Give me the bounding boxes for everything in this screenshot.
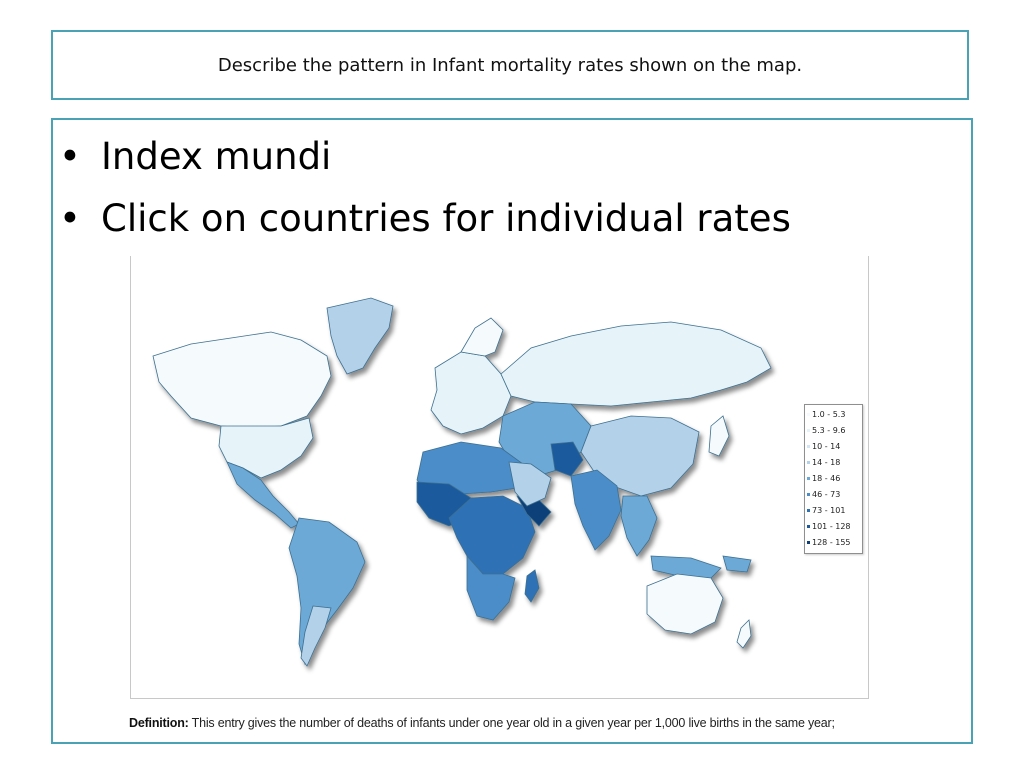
india-region[interactable] <box>570 469 622 551</box>
legend-swatch <box>807 493 810 496</box>
legend-item: 101 - 128 <box>807 519 862 535</box>
definition-label: Definition: <box>129 716 189 730</box>
definition-caption: Definition: This entry gives the number … <box>129 716 835 730</box>
legend-swatch <box>807 413 810 416</box>
madagascar-region[interactable] <box>524 569 540 603</box>
new-zealand-region[interactable] <box>736 619 752 649</box>
legend-label: 18 - 46 <box>812 474 841 483</box>
bullet-dot-icon: • <box>59 135 81 178</box>
legend-label: 46 - 73 <box>812 490 841 499</box>
scandinavia-region[interactable] <box>460 317 504 357</box>
legend-swatch <box>807 477 810 480</box>
title-box: Describe the pattern in Infant mortality… <box>51 30 969 100</box>
legend-label: 10 - 14 <box>812 442 841 451</box>
usa-region[interactable] <box>218 417 314 479</box>
legend-item: 46 - 73 <box>807 487 862 503</box>
southeast-asia-region[interactable] <box>620 495 658 557</box>
europe-region[interactable] <box>430 351 512 435</box>
legend-swatch <box>807 445 810 448</box>
central-africa-region[interactable] <box>448 495 536 575</box>
legend-swatch <box>807 541 810 544</box>
legend-swatch <box>807 429 810 432</box>
legend-item: 10 - 14 <box>807 439 862 455</box>
bullet-text: Click on countries for individual rates <box>101 197 791 240</box>
bullet-dot-icon: • <box>59 197 81 240</box>
slide-title: Describe the pattern in Infant mortality… <box>217 54 803 76</box>
map-legend: 1.0 - 5.3 5.3 - 9.6 10 - 14 14 - 18 18 -… <box>804 404 863 554</box>
russia-region[interactable] <box>500 321 772 407</box>
arabia-region[interactable] <box>508 461 552 507</box>
canada-region[interactable] <box>152 331 332 429</box>
southern-cone-region[interactable] <box>300 605 332 667</box>
world-map-graphic[interactable] <box>131 256 868 698</box>
bullet-text: Index mundi <box>101 135 332 178</box>
content-box: • Index mundi • Click on countries for ind… <box>51 118 973 744</box>
world-map[interactable]: 1.0 - 5.3 5.3 - 9.6 10 - 14 14 - 18 18 -… <box>130 256 869 699</box>
japan-region[interactable] <box>708 415 730 457</box>
legend-swatch <box>807 509 810 512</box>
southern-africa-region[interactable] <box>466 554 516 621</box>
legend-label: 128 - 155 <box>812 538 851 547</box>
australia-region[interactable] <box>646 573 724 635</box>
legend-label: 73 - 101 <box>812 506 846 515</box>
legend-item: 5.3 - 9.6 <box>807 423 862 439</box>
legend-item: 1.0 - 5.3 <box>807 407 862 423</box>
legend-label: 101 - 128 <box>812 522 851 531</box>
legend-item: 73 - 101 <box>807 503 862 519</box>
legend-item: 128 - 155 <box>807 535 862 551</box>
bullet-list: • Index mundi • Click on countries for ind… <box>53 130 791 254</box>
greenland-region[interactable] <box>326 297 394 375</box>
south-america-region[interactable] <box>288 517 366 666</box>
legend-label: 14 - 18 <box>812 458 841 467</box>
bullet-item: • Index mundi <box>53 130 791 192</box>
legend-item: 14 - 18 <box>807 455 862 471</box>
legend-swatch <box>807 525 810 528</box>
legend-swatch <box>807 461 810 464</box>
legend-label: 1.0 - 5.3 <box>812 410 846 419</box>
china-region[interactable] <box>580 415 700 497</box>
afghanistan-region[interactable] <box>550 441 584 477</box>
legend-item: 18 - 46 <box>807 471 862 487</box>
legend-label: 5.3 - 9.6 <box>812 426 846 435</box>
definition-text: This entry gives the number of deaths of… <box>191 716 835 730</box>
bullet-item: • Click on countries for individual rates <box>53 192 791 254</box>
pacific-islands-region[interactable] <box>722 555 752 573</box>
